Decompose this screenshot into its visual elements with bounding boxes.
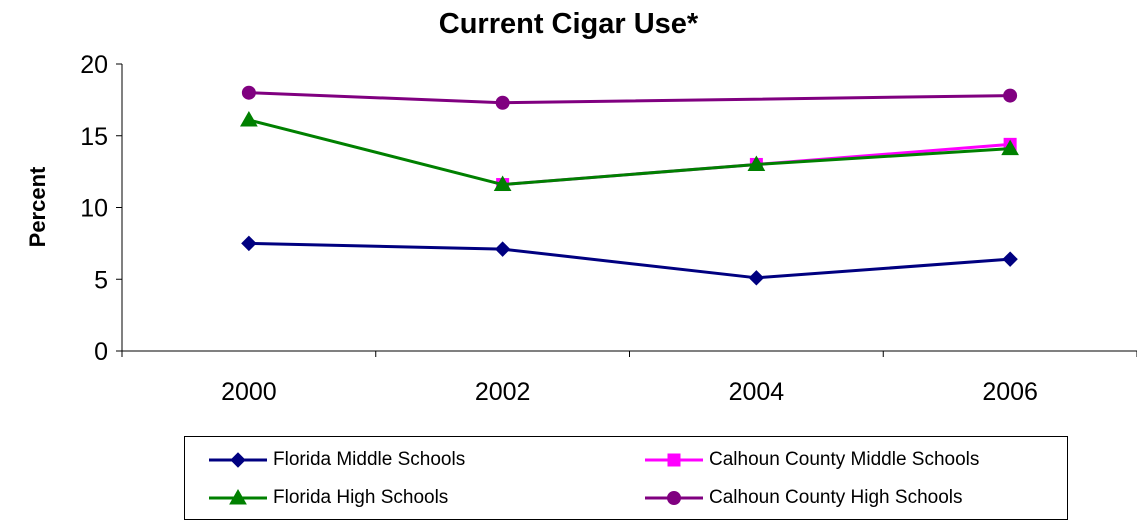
data-point [747,155,766,171]
y-tick-label: 5 [94,266,108,294]
series-line [248,91,1011,105]
series-group [241,235,1018,286]
y-tick-label: 0 [94,338,108,366]
legend-label: Florida High Schools [273,487,449,508]
data-point [241,235,257,252]
x-tick-label: 2006 [982,378,1038,406]
data-point [494,241,511,257]
series-line [248,118,1011,187]
axes: 0 5 10 15 20 2000 2002 2004 2006 [80,51,1137,406]
data-point [495,95,510,110]
legend-swatch-icon [209,452,267,468]
legend-marker [230,452,246,468]
chart-title: Current Cigar Use* [438,8,699,40]
legend-marker [667,491,681,505]
legend-item: Calhoun County High Schools [643,481,963,515]
legend-item: Florida Middle Schools [207,443,465,477]
legend-swatch-icon [645,453,703,467]
legend-label: Calhoun County High Schools [709,487,963,508]
legend: Florida Middle Schools Calhoun County Mi… [184,436,1068,520]
data-point [493,175,512,192]
data-point [1003,88,1018,103]
x-tick-label: 2000 [221,378,277,406]
y-tick-label: 10 [80,195,108,223]
series-group [241,85,1018,110]
series-line [248,241,1011,280]
legend-marker [667,453,681,467]
legend-marker [229,488,247,505]
data-point [241,85,256,100]
legend-label: Calhoun County Middle Schools [709,449,980,470]
x-tick-label: 2004 [729,378,785,406]
legend-swatch-icon [645,491,703,505]
plot-area: 0 5 10 15 20 2000 2002 2004 2006 [80,51,1137,406]
data-point [1002,251,1018,267]
y-tick-label: 20 [80,51,108,79]
data-point [240,110,258,127]
legend-label: Florida Middle Schools [273,449,466,470]
data-point [748,270,765,286]
series-group [240,110,1019,192]
x-tick-label: 2002 [475,378,531,406]
legend-item: Florida High Schools [207,481,448,515]
y-tick-label: 15 [80,123,108,151]
data-point [1001,139,1019,156]
legend-swatch-icon [209,488,267,505]
series-layer [240,85,1019,286]
legend-item: Calhoun County Middle Schools [643,443,979,477]
